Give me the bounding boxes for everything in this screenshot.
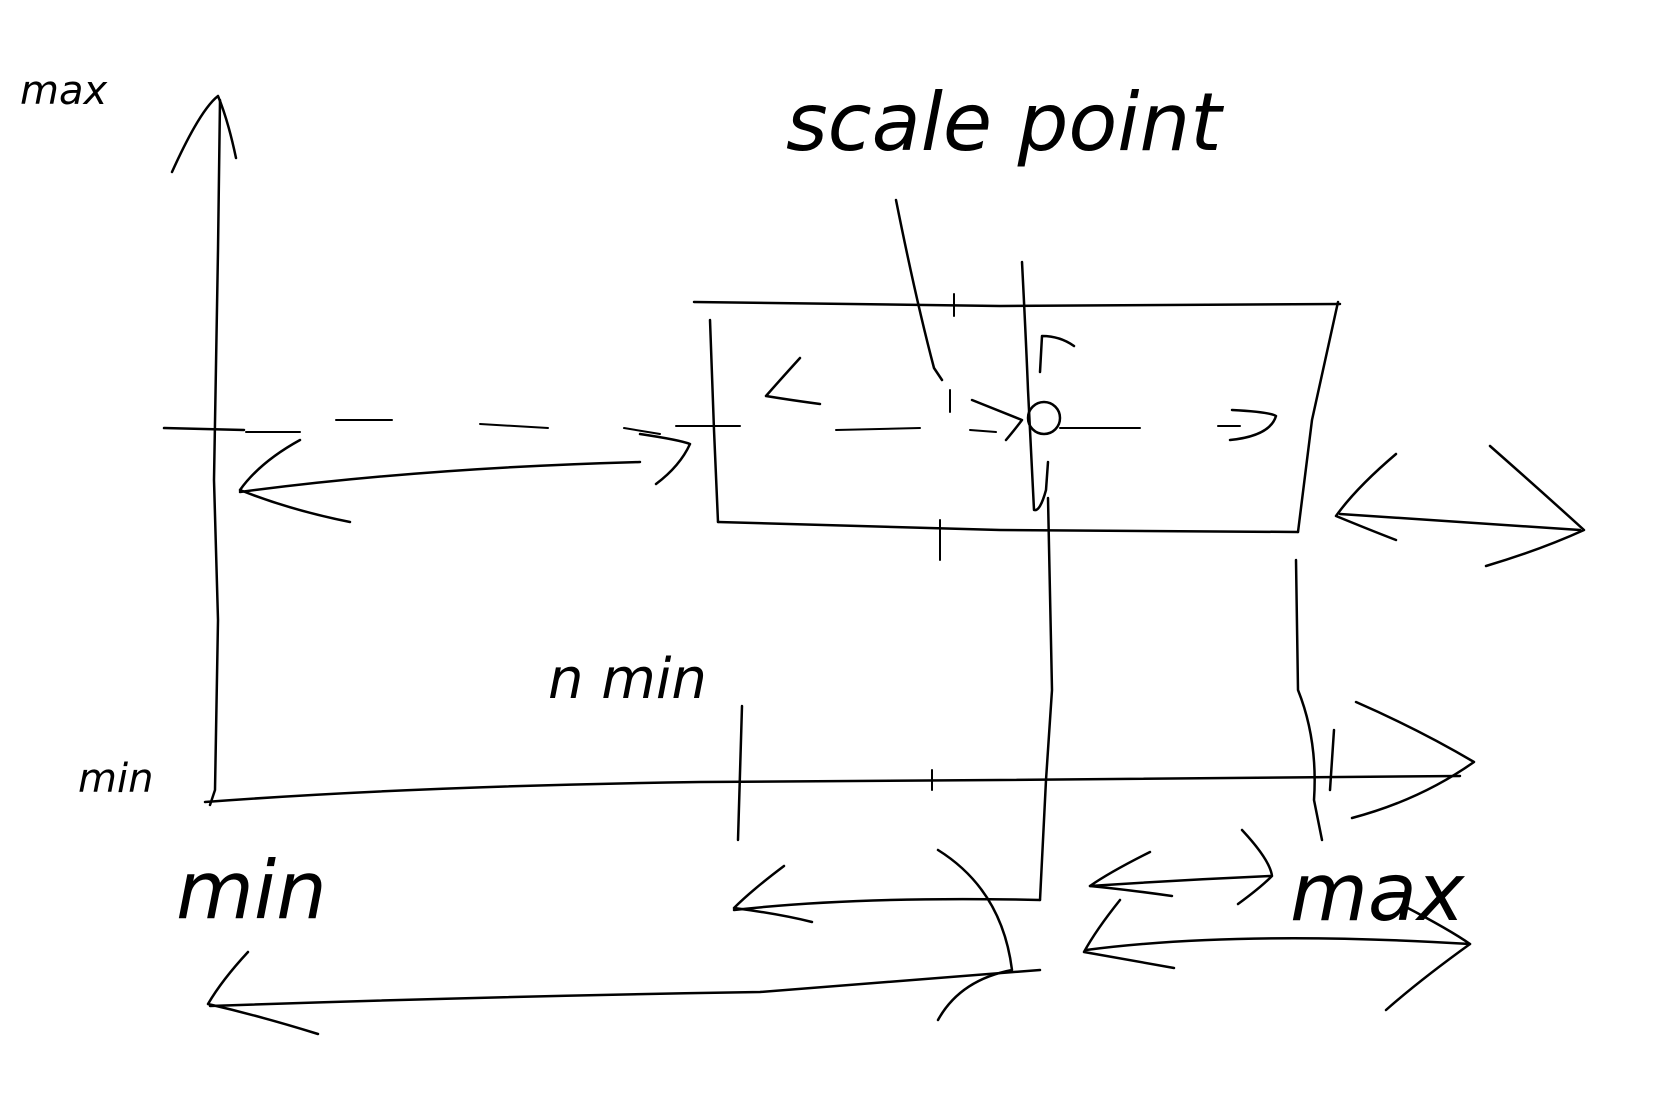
scale-box-left (708, 318, 720, 524)
x-axis-max-label: max (1290, 846, 1466, 939)
x-axis-min-label: min (176, 844, 327, 937)
bottom-min-arrow-head-right (936, 848, 1014, 1022)
h-min-label: n min (548, 647, 707, 712)
scale-point-dashed-center (939, 293, 955, 561)
max-arrow-upper-line (1088, 874, 1272, 888)
scale-box (675, 300, 1342, 534)
right-width-arrow-head-left (1334, 452, 1398, 542)
y-axis-tick (162, 426, 246, 432)
y-axis-line (208, 98, 222, 807)
max-arrow-upper-head-right (1236, 828, 1274, 906)
max-arrow-lower-head-left (1082, 898, 1176, 970)
bottom-arrows (206, 828, 1472, 1036)
inner-left-arrow (764, 356, 822, 406)
right-width-arrow-head-right (1484, 444, 1586, 568)
left-width-arrow-line (238, 460, 642, 494)
drop-line-max (1294, 558, 1324, 842)
scale-box-right (1296, 300, 1340, 534)
nmin-arrow-head-left (732, 864, 814, 924)
leader-dash-4 (623, 427, 661, 435)
inner-dash-2 (835, 427, 921, 431)
y-axis-max-label: max (20, 68, 107, 114)
scale-point-circle (1026, 400, 1062, 436)
scale-point-arrow-in (970, 398, 1024, 442)
leader-dash-3 (479, 423, 549, 429)
leader-dashes (245, 419, 661, 435)
y-axis (162, 94, 246, 807)
max-arrow-lower-line (1084, 936, 1472, 952)
x-axis (203, 700, 1476, 820)
scale-box-top (692, 300, 1342, 308)
max-arrow-lower-head-right (1384, 904, 1472, 1012)
right-width-arrow-line (1338, 512, 1582, 532)
scale-point (894, 198, 1076, 561)
scale-point-label: scale point (786, 76, 1224, 169)
left-width-arrow (238, 432, 692, 524)
x-axis-line (203, 774, 1462, 804)
right-width-arrow (1334, 444, 1586, 568)
scale-point-up-arrow (1038, 334, 1076, 374)
left-width-arrow-head-left (238, 438, 352, 524)
y-axis-arrowhead (170, 94, 238, 174)
scale-point-vertical-upper (1020, 260, 1050, 512)
bottom-min-arrow-head-left (206, 950, 320, 1036)
inner-right-arrow (1228, 408, 1278, 442)
bottom-min-arrow-line (208, 968, 1042, 1008)
drop-lines (736, 496, 1336, 902)
max-arrow-upper-head-left (1088, 850, 1174, 898)
inner-dash-3 (969, 429, 997, 433)
labels: max min scale point n min min max (20, 68, 1466, 939)
scale-point-leader (894, 198, 944, 382)
drop-line-nmin (736, 704, 744, 842)
x-axis-arrowhead (1350, 700, 1476, 820)
y-axis-min-label: min (78, 756, 153, 802)
scale-box-bottom (716, 520, 1300, 534)
drop-line-scale-point (1038, 496, 1054, 902)
drop-line-max-short (1328, 728, 1336, 792)
left-width-arrow-head-right (638, 432, 692, 486)
nmin-arrow-line (732, 897, 1042, 912)
